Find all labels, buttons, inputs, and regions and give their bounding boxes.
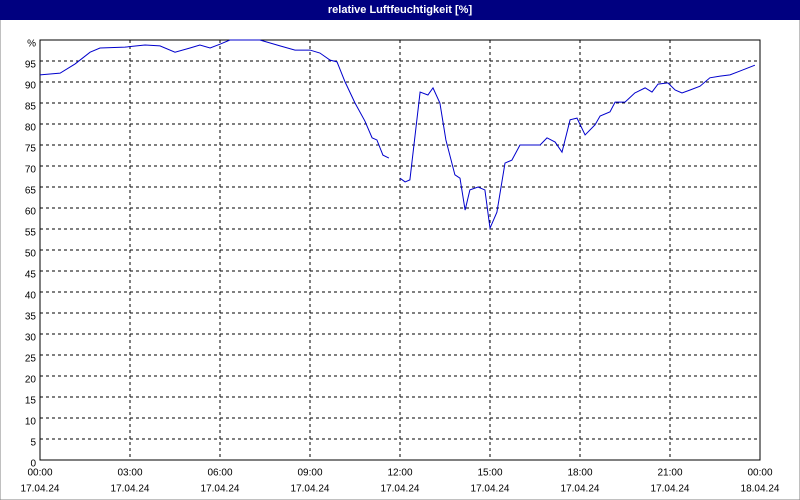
x-tick-label: 21:00 [657, 468, 682, 479]
y-tick-label: % [27, 39, 36, 50]
y-tick-label: 85 [25, 102, 37, 113]
y-tick-label: 25 [25, 354, 37, 365]
x-tick-date: 17.04.24 [201, 484, 240, 495]
y-tick-label: 50 [25, 249, 37, 260]
y-tick-label: 90 [25, 81, 37, 92]
x-tick-date: 17.04.24 [561, 484, 600, 495]
x-tick-date: 17.04.24 [21, 484, 60, 495]
y-tick-label: 60 [25, 207, 37, 218]
x-tick-label: 00:00 [747, 468, 772, 479]
y-tick-label: 35 [25, 312, 37, 323]
x-tick-date: 17.04.24 [471, 484, 510, 495]
title-bar [0, 0, 800, 20]
y-tick-label: 95 [25, 60, 37, 71]
y-tick-label: 70 [25, 165, 37, 176]
x-tick-date: 17.04.24 [291, 484, 330, 495]
x-tick-date: 17.04.24 [111, 484, 150, 495]
data-line [39, 39, 756, 231]
y-tick-label: 20 [25, 375, 37, 386]
y-tick-label: 10 [25, 417, 37, 428]
x-tick-label: 09:00 [297, 468, 322, 479]
y-tick-label: 0 [30, 459, 36, 470]
x-tick-label: 18:00 [567, 468, 592, 479]
x-tick-label: 06:00 [207, 468, 232, 479]
y-tick-label: 55 [25, 228, 37, 239]
y-tick-label: 75 [25, 144, 37, 155]
x-tick-label: 12:00 [387, 468, 412, 479]
y-tick-label: 40 [25, 291, 37, 302]
x-tick-date: 17.04.24 [381, 484, 420, 495]
y-tick-label: 45 [25, 270, 37, 281]
x-tick-date: 18.04.24 [741, 484, 780, 495]
x-tick-label: 03:00 [117, 468, 142, 479]
y-tick-label: 30 [25, 333, 37, 344]
y-tick-label: 15 [25, 396, 37, 407]
y-tick-label: 65 [25, 186, 37, 197]
x-tick-date: 17.04.24 [651, 484, 690, 495]
y-tick-label: 5 [30, 438, 36, 449]
x-tick-label: 00:00 [27, 468, 52, 479]
chart-title: relative Luftfeuchtigkeit [%] [328, 4, 473, 16]
x-tick-label: 15:00 [477, 468, 502, 479]
y-tick-label: 80 [25, 123, 37, 134]
